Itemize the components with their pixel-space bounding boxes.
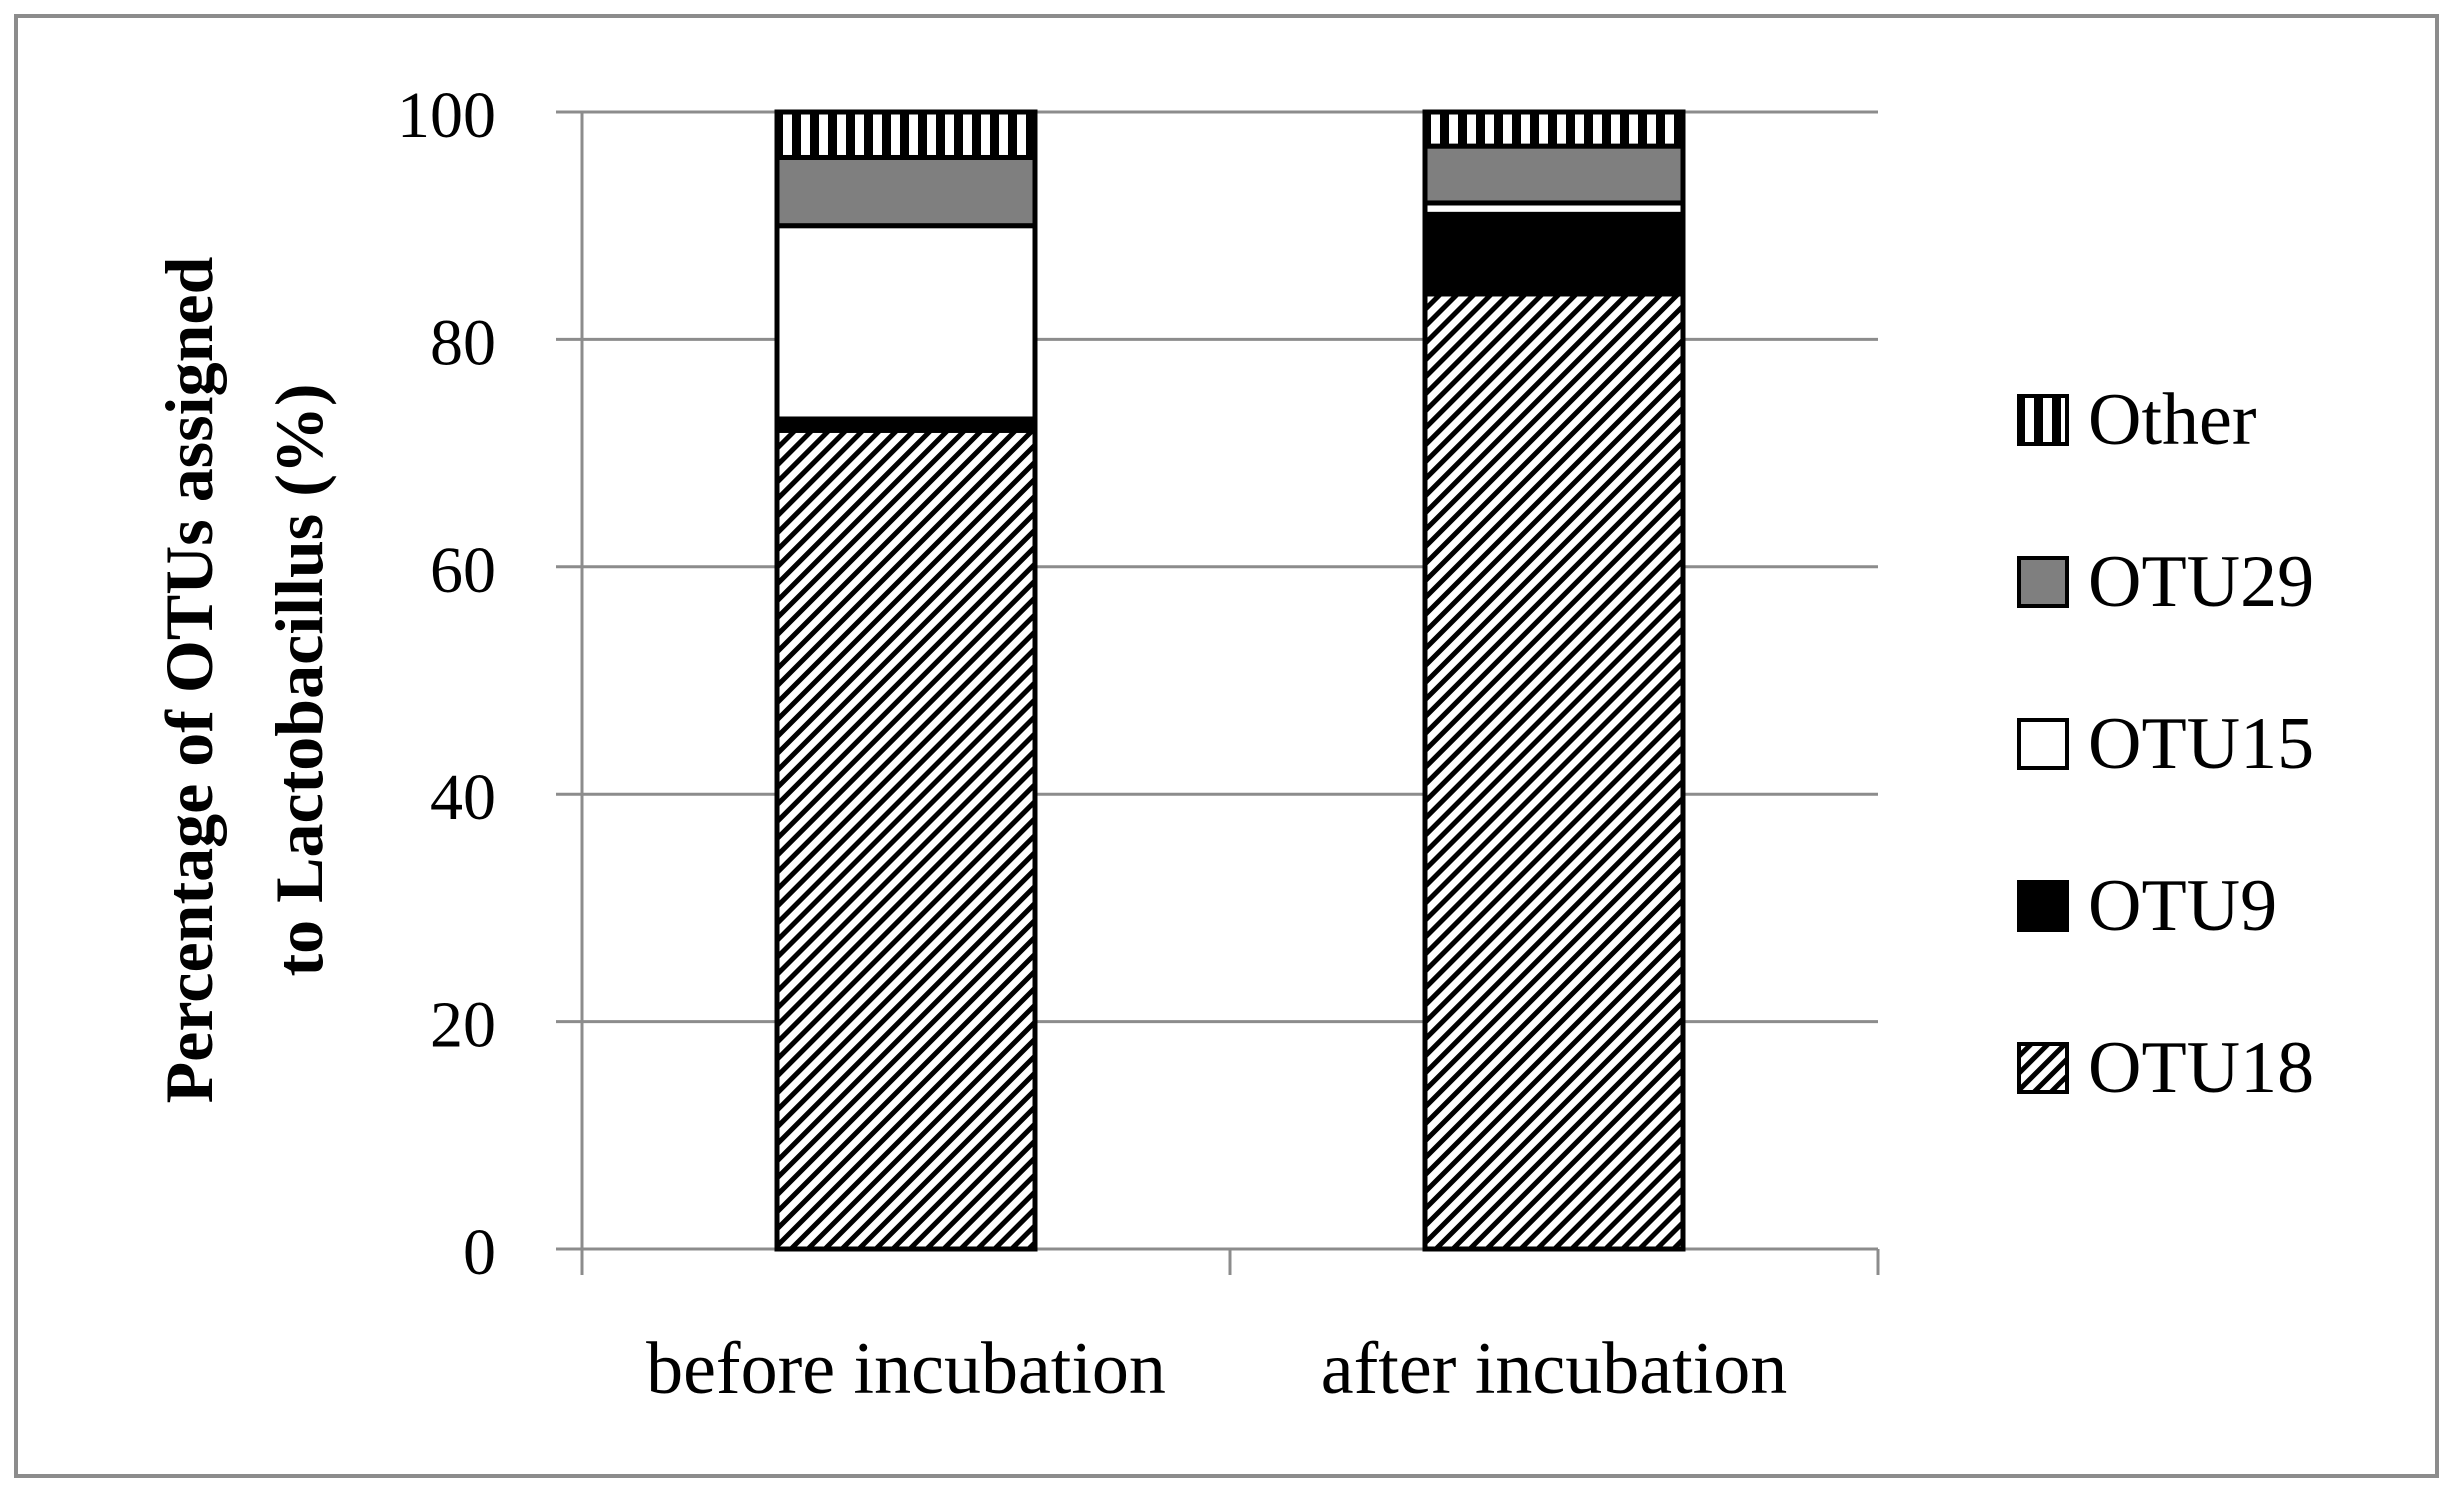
- y-tick-label: 20: [430, 989, 496, 1062]
- legend-swatch: [2017, 1042, 2069, 1094]
- legend: Other OTU29 OTU15 OTU9 OTU18: [2017, 379, 2314, 1109]
- legend-item-other: Other: [2017, 379, 2257, 461]
- legend-item-otu9: OTU9: [2017, 865, 2277, 947]
- tick-labels: 0 20 40 60 80 100 before incubation after incub…: [397, 79, 1787, 1410]
- legend-label: OTU9: [2088, 865, 2277, 947]
- legend-item-otu18: OTU18: [2017, 1027, 2314, 1109]
- y-tick-label: 80: [430, 306, 496, 379]
- bar-segment-other: [1422, 109, 1686, 149]
- x-tick-label: before incubation: [646, 1328, 1166, 1410]
- bar-segment-other: [774, 109, 1038, 160]
- legend-label: OTU15: [2088, 703, 2314, 785]
- y-axis-label-line: to Lactobacillus (%): [261, 383, 337, 976]
- legend-label: Other: [2088, 379, 2257, 461]
- y-tick-label: 0: [463, 1216, 496, 1289]
- legend-swatch: [2017, 880, 2069, 932]
- bar-segment-otu9: [1422, 211, 1686, 297]
- y-tick-label: 100: [397, 79, 496, 152]
- legend-item-otu15: OTU15: [2017, 703, 2314, 785]
- y-tick-label: 40: [430, 761, 496, 834]
- y-tick-label: 60: [430, 534, 496, 607]
- bar-segment-otu29: [1422, 143, 1686, 206]
- bar-segment-otu29: [774, 154, 1038, 229]
- legend-swatch: [2017, 556, 2069, 608]
- bar-segment-otu18: [774, 427, 1038, 1252]
- x-tick-label: after incubation: [1321, 1328, 1787, 1410]
- legend-item-otu29: OTU29: [2017, 541, 2314, 623]
- bar-segment-otu15: [774, 223, 1038, 422]
- legend-label: OTU18: [2088, 1027, 2314, 1109]
- y-axis-label-line: Percentage of OTUs assigned: [151, 256, 227, 1103]
- legend-swatch: [2017, 394, 2069, 446]
- outer-frame: [14, 14, 2439, 1478]
- bars: [774, 109, 1686, 1252]
- bar-segment-otu18: [1422, 291, 1686, 1252]
- legend-label: OTU29: [2088, 541, 2314, 623]
- legend-swatch: [2017, 718, 2069, 770]
- y-axis-label: Percentage of OTUs assigned to Lactobacil…: [151, 256, 337, 1103]
